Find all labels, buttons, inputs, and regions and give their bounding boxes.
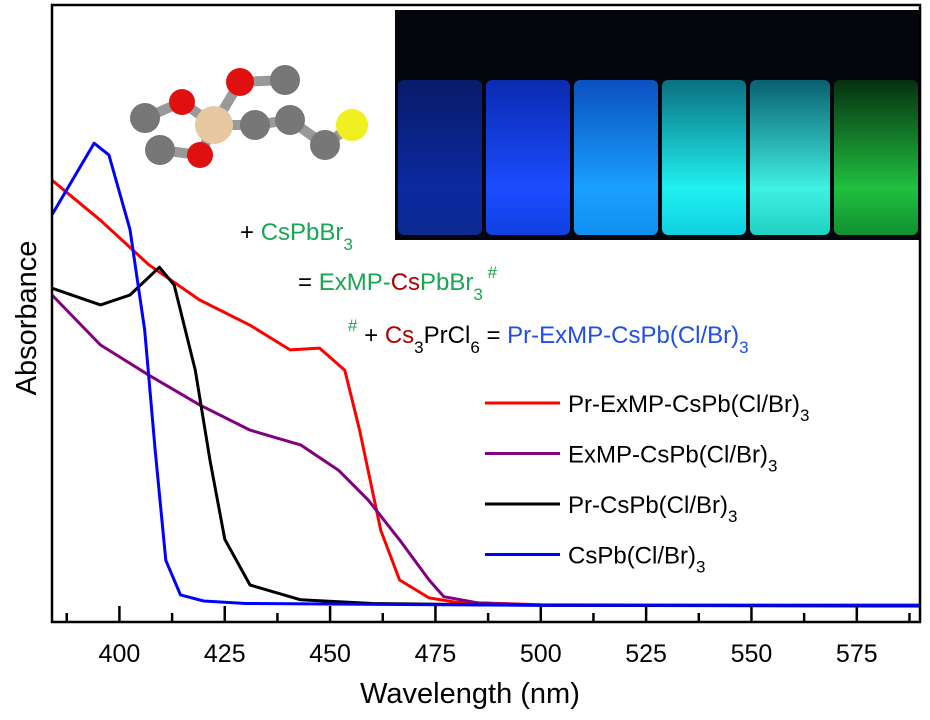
annotation-segment: # <box>483 263 498 282</box>
x-tick-label: 400 <box>99 640 141 668</box>
annotation-segment: + <box>240 219 261 246</box>
molecule-model <box>130 65 368 168</box>
vials-photo <box>395 10 920 240</box>
x-tick-label: 575 <box>836 640 878 668</box>
annotation-line-2: # + Cs3PrCl6 = Pr-ExMP-CsPb(Cl/Br)3 <box>348 316 749 357</box>
legend-label-3: CsPb(Cl/Br)3 <box>568 543 705 577</box>
annotation-segment: Cs <box>391 269 420 296</box>
annotation-segment: 3 <box>343 235 352 254</box>
annotation-segment: = <box>298 269 319 296</box>
legend-name: CsPb(Cl/Br) <box>568 543 696 570</box>
series-lines <box>50 141 921 608</box>
legend-subscript: 3 <box>696 558 705 577</box>
annotation-segment: + <box>357 322 384 349</box>
x-tick-label: 525 <box>625 640 667 668</box>
legend: Pr-ExMP-CsPb(Cl/Br)3ExMP-CsPb(Cl/Br)3Pr-… <box>485 391 809 577</box>
legend-name: ExMP-CsPb(Cl/Br) <box>568 442 768 469</box>
legend-name: Pr-ExMP-CsPb(Cl/Br) <box>568 391 800 418</box>
annotation-segment: 3 <box>473 285 482 304</box>
plot-frame <box>50 3 922 624</box>
annotation-line-1: = ExMP-CsPbBr3 # <box>298 263 498 304</box>
reaction-annotations: + CsPbBr3= ExMP-CsPbBr3 ## + Cs3PrCl6 = … <box>240 219 749 357</box>
annotation-segment: 3 <box>739 338 748 357</box>
x-tick-label: 475 <box>415 640 457 668</box>
x-tick-label: 550 <box>731 640 773 668</box>
annotation-segment: Pr-ExMP-CsPb(Cl/Br) <box>507 322 739 349</box>
legend-subscript: 3 <box>768 457 777 476</box>
annotation-segment: ExMP- <box>319 269 391 296</box>
series-line-3 <box>50 141 920 607</box>
x-axis-title: Wavelength (nm) <box>360 678 580 710</box>
insets <box>130 10 920 240</box>
annotation-segment: = <box>480 322 507 349</box>
annotation-segment: # <box>348 316 358 335</box>
legend-label-0: Pr-ExMP-CsPb(Cl/Br)3 <box>568 391 809 425</box>
x-axis: 400 425 450 475 500 525 550 575 <box>65 606 911 668</box>
annotation-segment: Cs <box>385 322 414 349</box>
annotation-segment: PrCl <box>424 322 471 349</box>
legend-subscript: 3 <box>800 406 809 425</box>
legend-name: Pr-CsPb(Cl/Br) <box>568 492 728 519</box>
annotation-segment: 3 <box>414 338 423 357</box>
legend-subscript: 3 <box>728 507 737 526</box>
series-line-1 <box>50 293 920 607</box>
legend-label-2: Pr-CsPb(Cl/Br)3 <box>568 492 737 526</box>
y-axis-title: Absorbance <box>11 241 43 396</box>
annotation-line-0: + CsPbBr3 <box>240 219 353 254</box>
x-tick-label: 450 <box>309 640 351 668</box>
annotation-segment: PbBr <box>420 269 473 296</box>
legend-label-1: ExMP-CsPb(Cl/Br)3 <box>568 442 777 476</box>
annotation-segment: 6 <box>470 338 479 357</box>
annotation-segment: CsPbBr <box>261 219 344 246</box>
x-tick-label: 425 <box>204 640 246 668</box>
x-tick-label: 500 <box>520 640 562 668</box>
